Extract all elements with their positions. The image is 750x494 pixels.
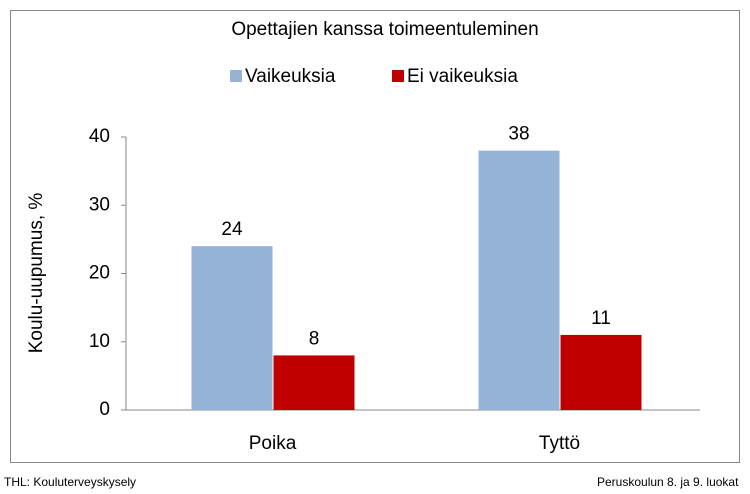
source: THL: Kouluterveyskysely	[4, 475, 136, 489]
value-label: 38	[508, 124, 529, 145]
bar	[560, 334, 642, 410]
chart-title: Opettajien kanssa toimeentuleminen	[231, 19, 538, 40]
legend-swatch	[392, 70, 404, 82]
legend-label: Vaikeuksia	[245, 66, 336, 87]
value-label: 24	[221, 219, 243, 240]
x-tick-label: Poika	[249, 433, 297, 454]
bar	[273, 355, 355, 410]
legend-label: Ei vaikeuksia	[407, 66, 518, 87]
bar	[191, 246, 273, 410]
y-tick-label: 0	[99, 399, 110, 420]
y-tick-label: 10	[89, 331, 110, 352]
bar	[478, 150, 560, 410]
note: Peruskoulun 8. ja 9. luokat	[597, 475, 739, 489]
y-tick-label: 20	[89, 263, 110, 284]
y-tick-label: 30	[89, 194, 110, 215]
y-axis-label: Koulu-uupumus, %	[26, 193, 47, 354]
value-label: 11	[591, 308, 611, 329]
value-label: 8	[309, 328, 320, 349]
x-tick-label: Tyttö	[539, 433, 580, 454]
y-tick-label: 40	[89, 126, 110, 147]
legend-swatch	[230, 70, 242, 82]
